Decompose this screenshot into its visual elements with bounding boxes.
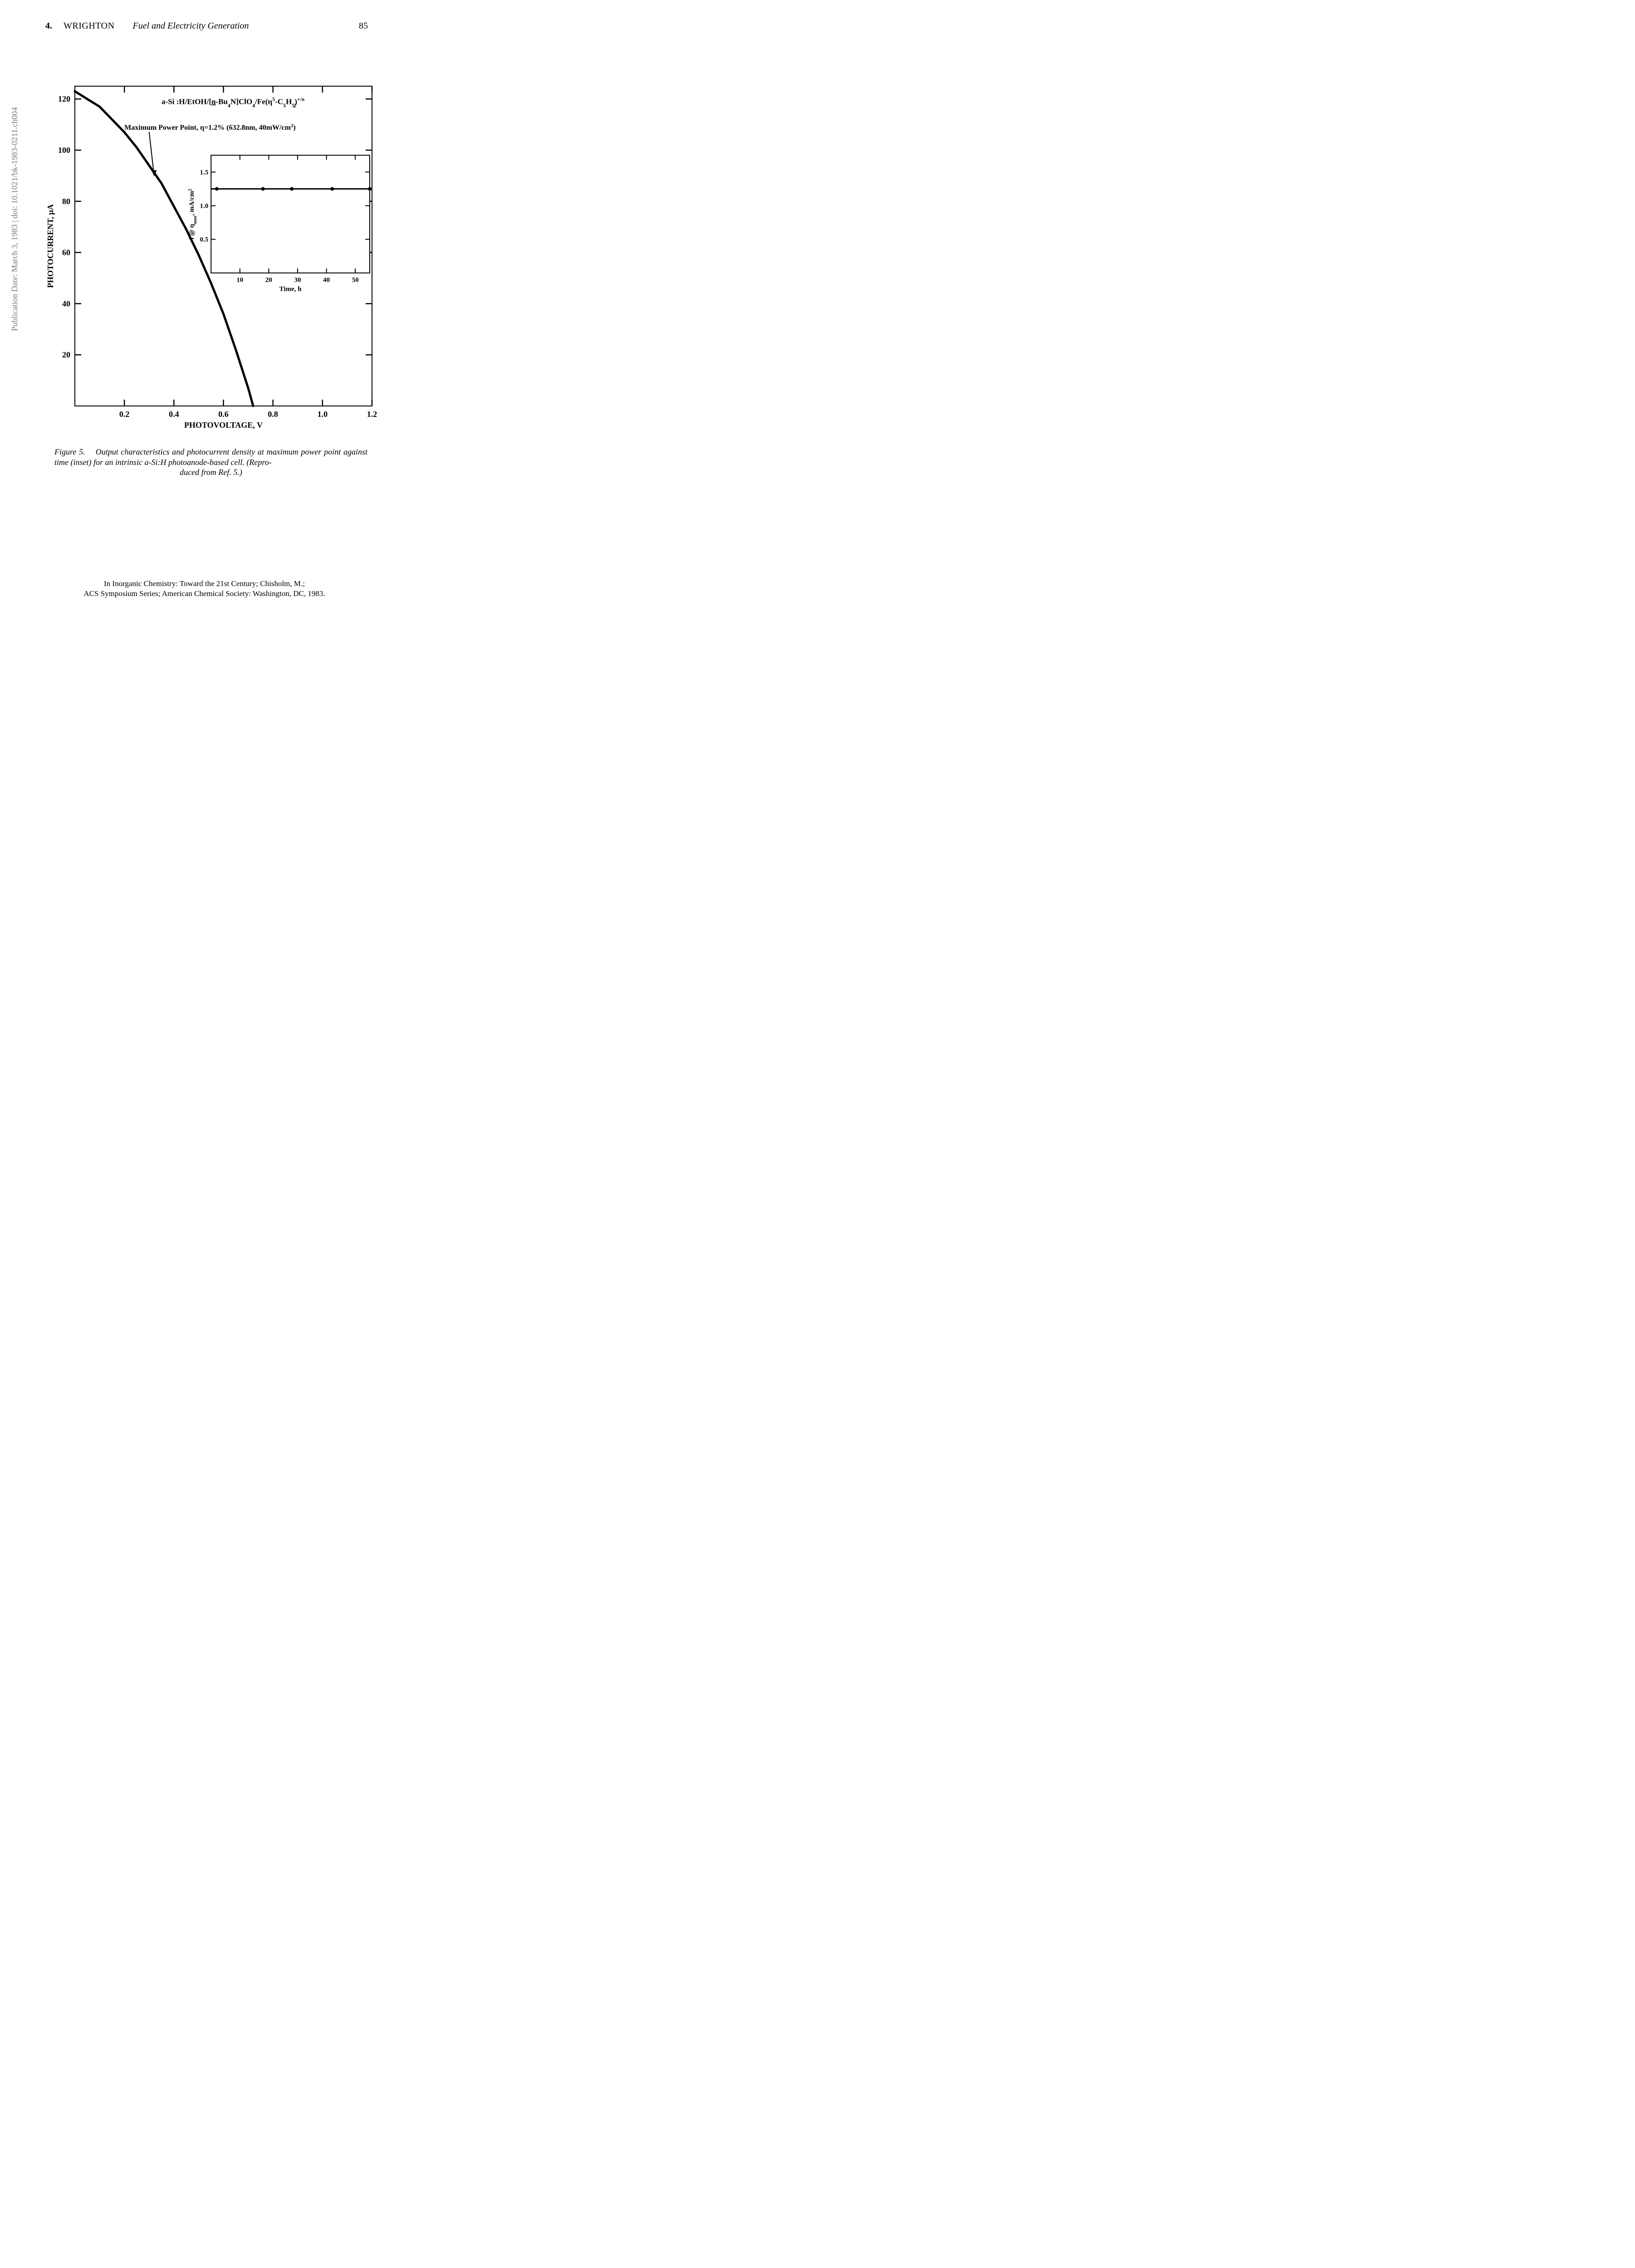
header-title: Fuel and Electricity Generation <box>133 21 249 31</box>
svg-text:Maximum Power Point, η=1.2% (6: Maximum Power Point, η=1.2% (632.8nm, 40… <box>124 123 296 132</box>
page: 4. WRIGHTON Fuel and Electricity Generat… <box>0 0 409 612</box>
svg-text:80: 80 <box>62 197 70 206</box>
svg-text:0.4: 0.4 <box>169 410 179 419</box>
caption-body: Output characteristics and photocurrent … <box>54 447 367 467</box>
svg-text:60: 60 <box>62 248 70 257</box>
svg-text:Time, h: Time, h <box>279 286 302 293</box>
figure-caption: Figure 5. Output characteristics and pho… <box>54 447 367 478</box>
page-footer: In Inorganic Chemistry: Toward the 21st … <box>0 579 409 599</box>
svg-text:40: 40 <box>62 299 70 308</box>
svg-text:20: 20 <box>62 350 70 359</box>
svg-text:PHOTOCURRENT, µA: PHOTOCURRENT, µA <box>46 204 55 288</box>
svg-text:0.2: 0.2 <box>119 410 130 419</box>
running-header: 4. WRIGHTON Fuel and Electricity Generat… <box>45 21 368 31</box>
caption-last: duced from Ref. 5.) <box>54 467 367 478</box>
caption-lead: Figure 5. <box>54 447 85 456</box>
svg-text:20: 20 <box>265 277 272 284</box>
svg-text:100: 100 <box>58 146 70 155</box>
svg-text:1.0: 1.0 <box>318 410 328 419</box>
svg-text:i @ ηmax, mA/cm2: i @ ηmax, mA/cm2 <box>188 189 198 240</box>
svg-text:PHOTOVOLTAGE, V: PHOTOVOLTAGE, V <box>184 420 263 430</box>
svg-text:30: 30 <box>294 277 301 284</box>
publication-info-sideways: Publication Date: March 3, 1983 | doi: 1… <box>10 107 20 331</box>
svg-text:0.8: 0.8 <box>268 410 278 419</box>
chapter-number: 4. <box>45 21 52 31</box>
svg-text:10: 10 <box>236 277 243 284</box>
svg-text:1.2: 1.2 <box>367 410 377 419</box>
page-number: 85 <box>359 21 368 31</box>
svg-text:1.0: 1.0 <box>200 202 208 210</box>
footer-line-2: ACS Symposium Series; American Chemical … <box>0 589 409 599</box>
footer-line-1: In Inorganic Chemistry: Toward the 21st … <box>0 579 409 589</box>
svg-text:a-Si :H/EtOH/[n-Bu4N]ClO4/Fe(η: a-Si :H/EtOH/[n-Bu4N]ClO4/Fe(η5-C5H5)+/o… <box>162 96 304 108</box>
svg-text:0.6: 0.6 <box>218 410 229 419</box>
svg-text:50: 50 <box>352 277 359 284</box>
svg-text:0.5: 0.5 <box>200 236 208 244</box>
svg-text:1.5: 1.5 <box>200 169 208 176</box>
svg-text:40: 40 <box>323 277 330 284</box>
header-author: WRIGHTON <box>64 21 115 31</box>
svg-text:120: 120 <box>58 94 70 103</box>
figure-5-chart: 20 40 60 80 100 120 0.2 0.4 0.6 0.8 1.0 1.2 PHOTOVOL… <box>45 79 377 433</box>
